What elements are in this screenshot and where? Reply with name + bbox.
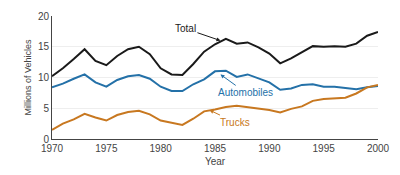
svg-text:10: 10 — [38, 72, 50, 83]
svg-text:Trucks: Trucks — [220, 117, 250, 128]
svg-text:15: 15 — [38, 41, 50, 52]
svg-text:1995: 1995 — [313, 143, 336, 154]
svg-text:20: 20 — [38, 11, 50, 22]
svg-text:1985: 1985 — [204, 143, 227, 154]
svg-text:Millions of Vehicles: Millions of Vehicles — [23, 39, 33, 116]
svg-text:1990: 1990 — [258, 143, 281, 154]
svg-text:Year: Year — [205, 156, 226, 167]
svg-text:1970: 1970 — [41, 143, 64, 154]
svg-text:5: 5 — [43, 103, 49, 114]
svg-text:Automobiles: Automobiles — [218, 87, 273, 98]
svg-text:2000: 2000 — [367, 143, 390, 154]
svg-text:0: 0 — [43, 134, 49, 145]
svg-text:1975: 1975 — [95, 143, 118, 154]
svg-text:Total: Total — [175, 23, 196, 34]
svg-text:1980: 1980 — [150, 143, 173, 154]
